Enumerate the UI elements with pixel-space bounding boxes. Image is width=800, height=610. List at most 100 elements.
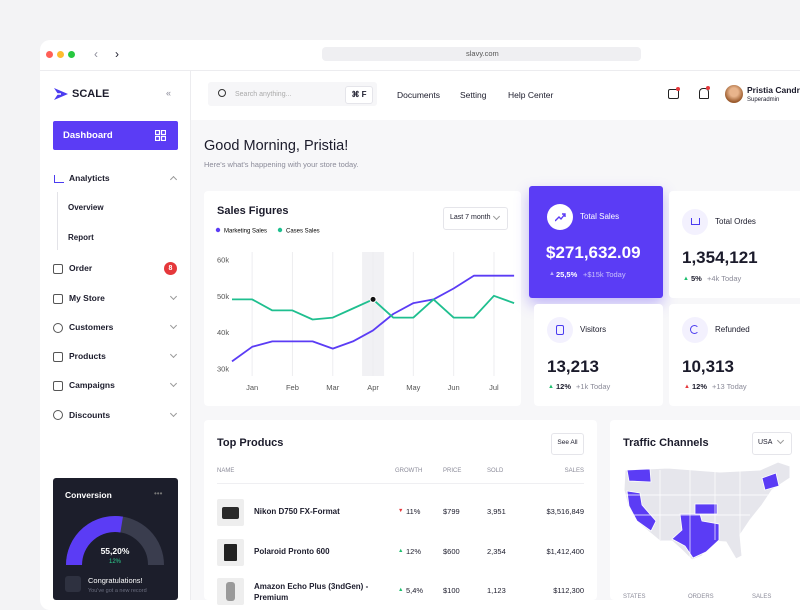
down-arrow: ▼	[398, 508, 404, 514]
period-label: Last 7 month	[450, 214, 491, 221]
legend-label: Cases Sales	[286, 229, 320, 235]
avatar[interactable]	[725, 85, 743, 103]
product-name[interactable]: Polaroid Pronto 600	[254, 547, 330, 556]
price: $100	[443, 586, 460, 595]
period-select[interactable]	[443, 207, 508, 230]
conversion-message: Congratulations!	[88, 576, 143, 585]
url: slavy.com	[466, 49, 499, 58]
sales: $112,300	[553, 586, 584, 595]
x-tick-label: Feb	[286, 383, 299, 392]
stat-label: Visitors	[580, 325, 607, 334]
x-tick-label: Apr	[367, 383, 379, 392]
user-role: Superadmin	[747, 97, 780, 103]
bell-icon[interactable]	[699, 88, 709, 99]
column-header: STATES	[623, 594, 646, 600]
y-tick-label: 50k	[217, 292, 229, 301]
up-arrow: ▲	[548, 384, 554, 390]
up-arrow: ▲	[684, 384, 690, 390]
stat-card	[669, 191, 800, 298]
growth: 11%	[406, 507, 421, 516]
x-tick-label: Jul	[489, 383, 499, 392]
messages-icon[interactable]	[668, 89, 679, 99]
more-button[interactable]: •••	[154, 489, 163, 498]
column-header: GROWTH	[395, 468, 423, 474]
stat-change: 12%	[692, 382, 708, 391]
stat-icon	[547, 317, 573, 343]
up-arrow: ▲	[398, 548, 404, 554]
price: $600	[443, 547, 460, 556]
stat-change: 12%	[556, 382, 572, 391]
gauge	[66, 516, 164, 566]
see-all-button[interactable]	[551, 433, 584, 455]
cart-icon	[691, 218, 700, 225]
menu-item[interactable]: Customers	[69, 322, 114, 332]
country-select[interactable]	[752, 432, 792, 455]
sales: $1,412,400	[546, 547, 584, 556]
x-tick-label: Jun	[448, 383, 460, 392]
gauge-value	[66, 516, 123, 566]
tree-line	[57, 192, 58, 250]
minimize-dot[interactable]	[57, 51, 64, 58]
product-name[interactable]: Amazon Echo Plus (3ndGen) - Premium	[254, 582, 369, 602]
stat-value: 10,313	[682, 357, 734, 376]
shortcut-label: ⌘ F	[351, 90, 367, 99]
y-tick-label: 40k	[217, 328, 229, 337]
submenu-item[interactable]: Report	[68, 233, 94, 242]
stat-icon	[547, 204, 573, 230]
see-all-label: See All	[557, 439, 578, 446]
back-button[interactable]: ‹	[94, 47, 98, 61]
logo	[53, 88, 68, 100]
nav-link[interactable]: Documents	[397, 90, 440, 100]
menu-icon	[53, 381, 63, 391]
column-header: SALES	[752, 594, 772, 600]
stat-label: Total Sales	[580, 212, 620, 221]
stat-label: Refunded	[715, 325, 750, 334]
menu-icon	[53, 264, 63, 274]
stat-icon	[682, 209, 708, 235]
menu-icon	[53, 410, 63, 420]
menu-item[interactable]: Analyticts	[69, 173, 110, 183]
close-dot[interactable]	[46, 51, 53, 58]
collapse-button[interactable]: «	[166, 88, 172, 98]
column-header: SOLD	[487, 468, 504, 474]
nav-link[interactable]: Setting	[460, 90, 487, 100]
sold: 2,354	[487, 547, 506, 556]
column-header: ORDERS	[688, 594, 714, 600]
divider	[217, 483, 584, 484]
maximize-dot[interactable]	[68, 51, 75, 58]
highlight-point	[369, 295, 377, 303]
menu-item[interactable]: Discounts	[69, 410, 111, 420]
grid-icon	[155, 130, 166, 141]
sidebar-border	[190, 71, 191, 600]
product-name[interactable]: Nikon D750 FX-Format	[254, 507, 340, 516]
badge-count: 8	[168, 265, 173, 272]
menu-icon	[53, 323, 63, 333]
menu-item[interactable]: Products	[69, 351, 106, 361]
conversion-title: Conversion	[65, 490, 112, 500]
menu-item[interactable]: My Store	[69, 293, 105, 303]
stat-card	[529, 186, 663, 298]
x-tick-label: Jan	[246, 383, 258, 392]
stat-today: +$15k Today	[583, 270, 626, 279]
analytics-icon	[54, 175, 64, 183]
y-tick-label: 30k	[217, 365, 229, 374]
visitor-icon	[556, 325, 564, 335]
forward-button[interactable]: ›	[115, 47, 119, 61]
menu-item[interactable]: Campaigns	[69, 380, 115, 390]
stat-change: 25,5%	[556, 270, 578, 279]
submenu-item[interactable]: Overview	[68, 203, 104, 212]
menu-item[interactable]: Order	[69, 263, 93, 273]
address-bar[interactable]	[322, 47, 641, 61]
brand: SCALE	[72, 88, 110, 100]
column-header: SALES	[564, 468, 584, 474]
growth: 12%	[406, 547, 422, 556]
up-arrow: ▲	[398, 587, 404, 593]
dashboard-button[interactable]	[53, 121, 178, 150]
user-name: Pristia Candra	[747, 85, 800, 95]
nav-link[interactable]: Help Center	[508, 90, 554, 100]
us-map	[623, 461, 791, 561]
product-thumb	[217, 499, 244, 526]
stat-today: +1k Today	[576, 382, 611, 391]
badge	[164, 262, 177, 275]
